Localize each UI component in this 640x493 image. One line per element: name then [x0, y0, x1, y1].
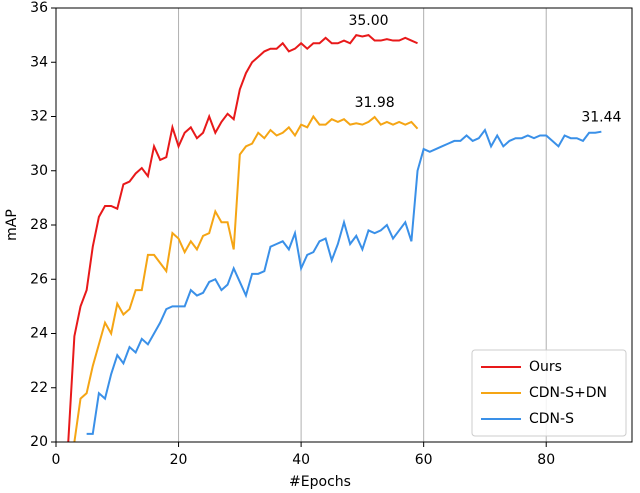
x-tick-label: 0 [52, 452, 61, 468]
legend-label: CDN-S [529, 411, 574, 427]
y-tick-label: 36 [30, 0, 48, 16]
annotation: 31.44 [581, 110, 621, 126]
y-tick-label: 20 [30, 434, 48, 450]
series-line [67, 34, 418, 442]
y-tick-label: 32 [30, 109, 48, 125]
x-tick-label: 40 [292, 452, 310, 468]
y-tick-label: 28 [30, 217, 48, 233]
y-tick-label: 22 [30, 380, 48, 396]
y-axis-label: mAP [4, 209, 20, 241]
x-axis-label: #Epochs [289, 474, 351, 490]
annotation: 31.98 [355, 95, 395, 111]
annotation: 35.00 [348, 13, 388, 29]
y-tick-label: 30 [30, 163, 48, 179]
legend-label: CDN-S+DN [529, 385, 607, 401]
x-tick-label: 60 [415, 452, 433, 468]
legend-box [471, 349, 627, 437]
x-tick-label: 20 [170, 452, 188, 468]
series-line [86, 128, 602, 435]
y-tick-label: 24 [30, 326, 48, 342]
series-line [73, 114, 419, 442]
legend-label: Ours [529, 359, 562, 375]
y-tick-label: 26 [30, 271, 48, 287]
plot-frame [55, 7, 633, 443]
y-tick-label: 34 [30, 54, 48, 70]
x-tick-label: 80 [537, 452, 555, 468]
